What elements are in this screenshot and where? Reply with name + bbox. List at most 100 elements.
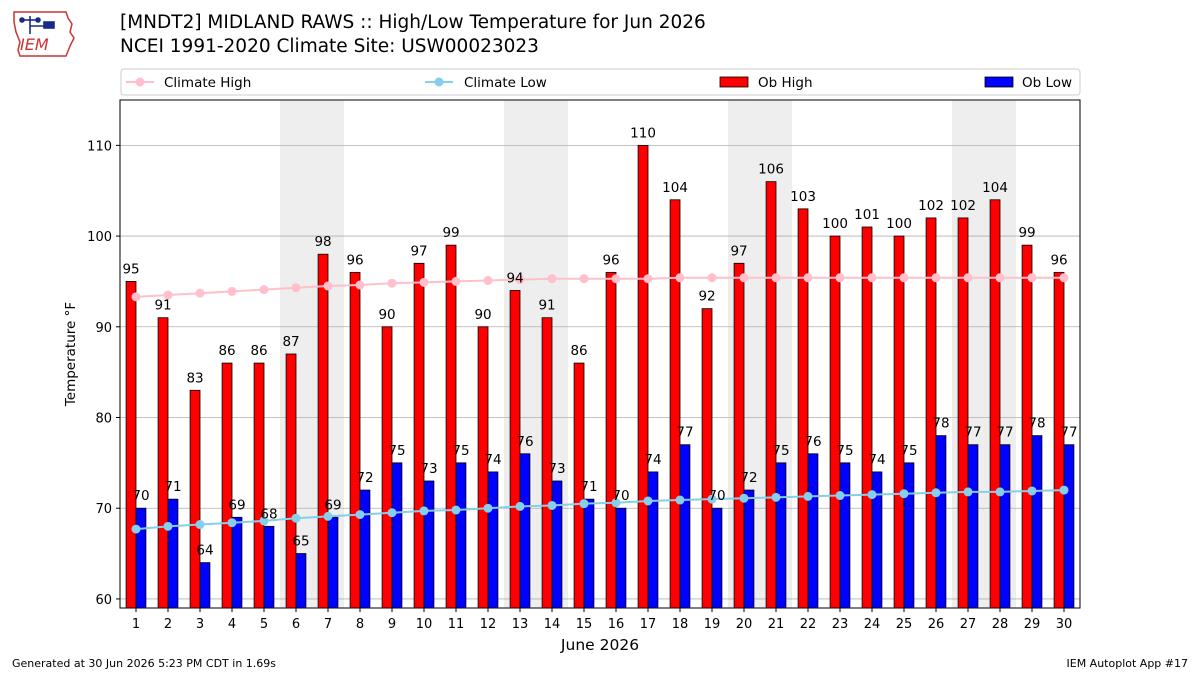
point-climate-high-26	[931, 273, 941, 283]
bar-ob-low-14	[551, 480, 563, 609]
x-tick-label-16: 16	[608, 617, 625, 632]
x-tick-label-28: 28	[992, 617, 1009, 632]
point-climate-low-20	[739, 493, 749, 503]
iowa-state-outline-icon	[13, 11, 75, 57]
bar-ob-low-26	[935, 435, 947, 609]
data-label-ob-low-7: 69	[324, 497, 341, 513]
plot-frame	[119, 99, 1081, 609]
data-label-ob-low-20: 72	[740, 470, 757, 486]
bar-ob-high-4	[221, 362, 233, 609]
data-label-ob-low-13: 76	[516, 434, 533, 450]
point-climate-high-15	[579, 274, 589, 284]
bar-ob-low-10	[423, 480, 435, 609]
legend-swatch-ob-high	[719, 76, 749, 88]
bar-ob-high-1	[125, 281, 137, 609]
bar-ob-low-25	[903, 462, 915, 609]
point-climate-low-24	[867, 490, 877, 500]
data-label-ob-high-13: 94	[506, 271, 523, 287]
x-tick-label-19: 19	[704, 617, 721, 632]
bar-ob-low-16	[615, 507, 627, 609]
x-tick-label-11: 11	[448, 617, 465, 632]
point-climate-low-3	[195, 520, 205, 530]
bar-ob-high-3	[189, 389, 201, 609]
point-climate-low-2	[163, 521, 173, 531]
point-climate-low-29	[1027, 486, 1037, 496]
x-tick-label-12: 12	[480, 617, 497, 632]
point-climate-high-25	[899, 273, 909, 283]
data-label-ob-low-17: 74	[644, 452, 661, 468]
x-tick-label-25: 25	[896, 617, 913, 632]
point-climate-low-7	[323, 511, 333, 521]
x-tick-label-10: 10	[416, 617, 433, 632]
x-tick-label-20: 20	[736, 617, 753, 632]
line-climate-low	[135, 489, 1065, 531]
bar-ob-low-28	[999, 444, 1011, 609]
footer-generated: Generated at 30 Jun 2026 5:23 PM CDT in …	[12, 657, 277, 670]
bar-ob-high-9	[381, 326, 393, 609]
point-climate-high-10	[419, 277, 429, 287]
data-label-ob-high-19: 92	[698, 289, 715, 305]
bar-ob-low-13	[519, 453, 531, 609]
y-axis-label: Temperature °F	[63, 302, 79, 407]
weather-station-icon	[19, 16, 55, 34]
data-label-ob-high-5: 86	[250, 343, 267, 359]
x-tick-label-4: 4	[228, 617, 236, 632]
point-climate-low-13	[515, 501, 525, 511]
data-label-ob-low-21: 75	[772, 443, 789, 459]
point-climate-low-14	[547, 500, 557, 510]
bar-ob-low-11	[455, 462, 467, 609]
data-label-ob-low-19: 70	[708, 488, 725, 504]
point-climate-low-28	[995, 487, 1005, 497]
legend-marker-climate-high	[135, 77, 145, 87]
legend-label-ob-high: Ob High	[758, 75, 813, 91]
data-label-ob-low-2: 71	[164, 479, 181, 495]
data-label-ob-low-18: 77	[676, 425, 693, 441]
chart-title-line1: [MNDT2] MIDLAND RAWS :: High/Low Tempera…	[120, 12, 706, 33]
point-climate-low-16	[611, 498, 621, 508]
x-tick-label-2: 2	[164, 617, 172, 632]
data-label-ob-low-1: 70	[132, 488, 149, 504]
bar-ob-high-17	[637, 144, 649, 609]
point-climate-high-5	[259, 285, 269, 295]
point-climate-low-12	[483, 503, 493, 513]
x-tick-label-18: 18	[672, 617, 689, 632]
x-tick-label-13: 13	[512, 617, 529, 632]
legend-label-ob-low: Ob Low	[1022, 75, 1072, 91]
data-label-ob-low-5: 68	[260, 506, 277, 522]
data-label-ob-high-16: 96	[602, 252, 619, 268]
point-climate-low-17	[643, 496, 653, 506]
data-label-ob-high-18: 104	[662, 180, 688, 196]
point-climate-high-30	[1059, 273, 1069, 283]
point-climate-low-26	[931, 488, 941, 498]
y-tick-label-90: 90	[95, 321, 112, 336]
legend-label-climate-low: Climate Low	[464, 75, 547, 91]
data-label-ob-low-8: 72	[356, 470, 373, 486]
point-climate-low-9	[387, 508, 397, 518]
data-label-ob-high-10: 97	[410, 243, 427, 259]
data-label-ob-high-20: 97	[730, 243, 747, 259]
point-climate-high-9	[387, 278, 397, 288]
bar-ob-low-18	[679, 444, 691, 609]
y-tick-label-60: 60	[95, 593, 112, 608]
bar-ob-high-18	[669, 199, 681, 609]
data-label-ob-high-23: 100	[822, 216, 848, 232]
bar-ob-high-11	[445, 244, 457, 609]
point-climate-low-22	[803, 491, 813, 501]
data-label-ob-low-29: 78	[1028, 416, 1045, 432]
point-climate-low-19	[707, 494, 717, 504]
point-climate-low-27	[963, 487, 973, 497]
data-label-ob-high-12: 90	[474, 307, 491, 323]
data-label-ob-low-16: 70	[612, 488, 629, 504]
data-label-ob-high-26: 102	[918, 198, 944, 214]
data-label-ob-low-11: 75	[452, 443, 469, 459]
legend: Climate High Climate Low Ob High Ob Low	[120, 68, 1081, 96]
bar-ob-low-7	[327, 516, 339, 609]
y-tick-label-100: 100	[87, 230, 112, 245]
bar-ob-high-16	[605, 271, 617, 609]
point-climate-low-23	[835, 491, 845, 501]
line-climate-high	[135, 276, 1064, 298]
x-tick-label-7: 7	[324, 617, 332, 632]
data-label-ob-high-21: 106	[758, 162, 784, 178]
legend-box	[120, 68, 1081, 96]
